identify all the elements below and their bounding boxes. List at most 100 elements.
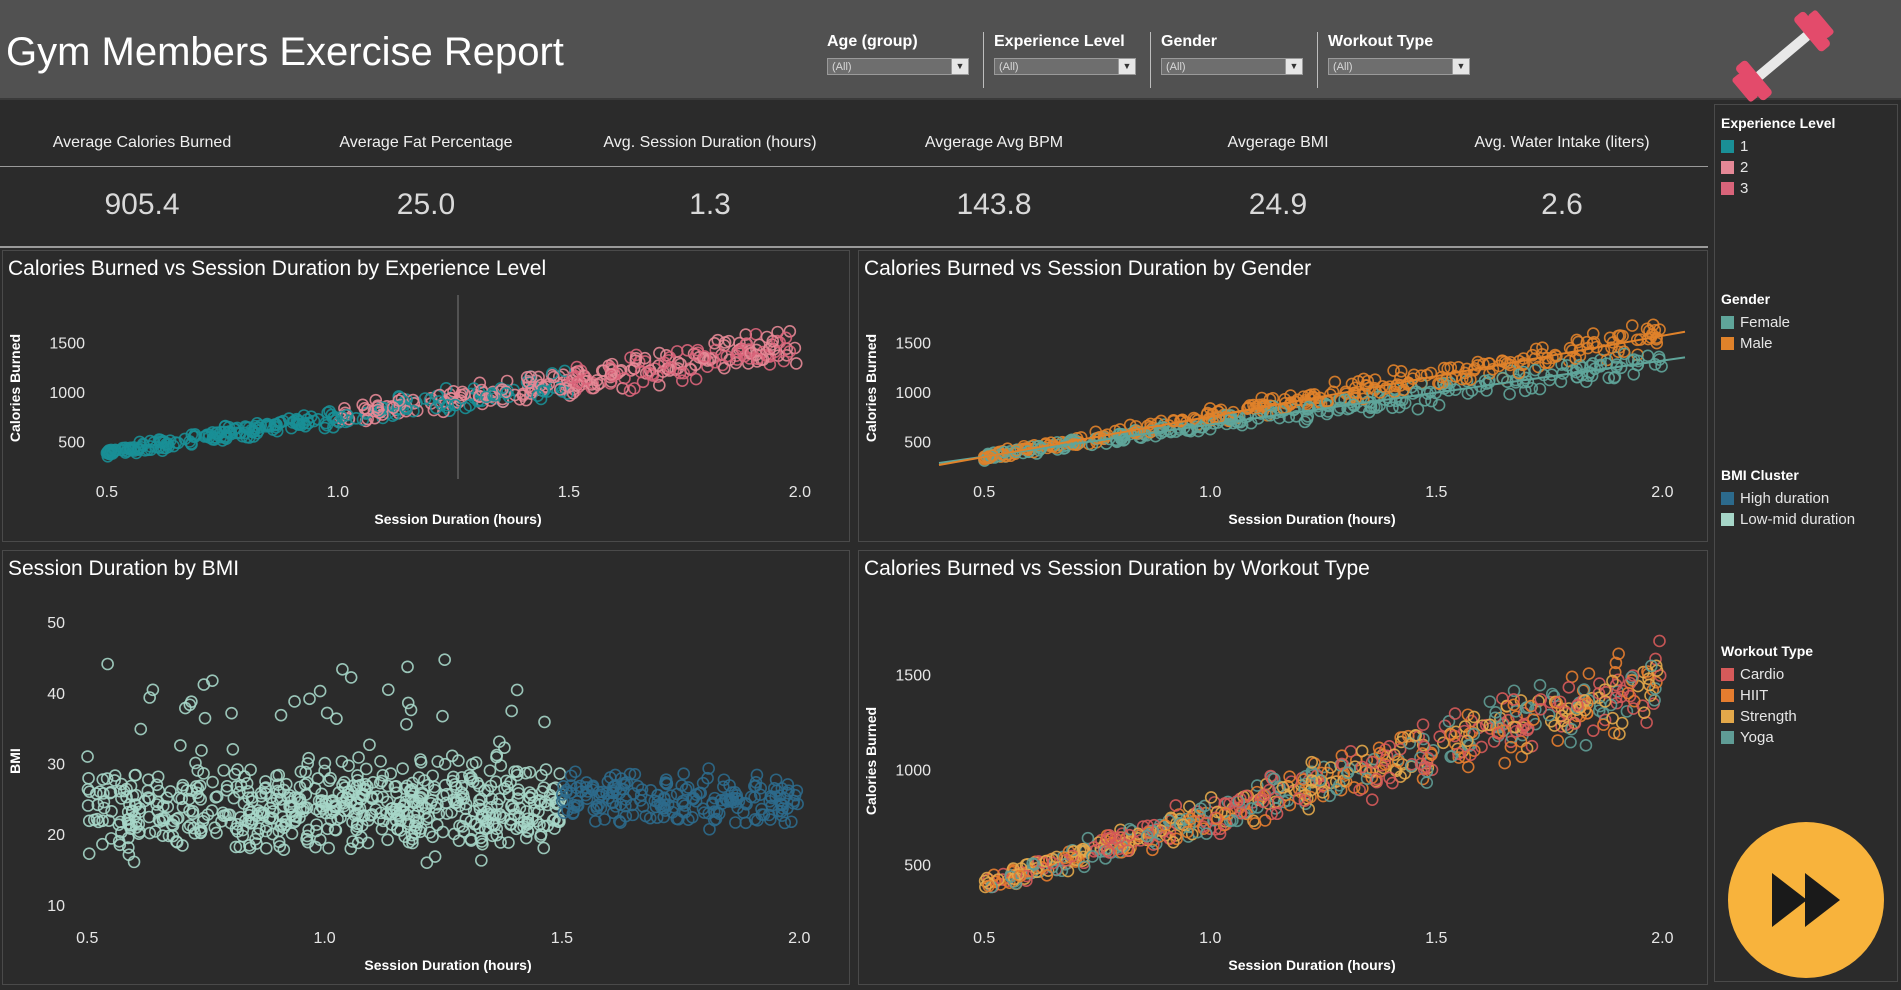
age-group-select[interactable]: (All) ▼ bbox=[827, 58, 969, 75]
data-point bbox=[751, 814, 764, 827]
legend-item[interactable]: Male bbox=[1721, 333, 1790, 354]
data-point bbox=[1579, 739, 1593, 752]
legend-label: 2 bbox=[1740, 159, 1749, 176]
data-point bbox=[295, 418, 309, 432]
workout-type-select[interactable]: (All) ▼ bbox=[1328, 58, 1470, 75]
trend-line bbox=[938, 330, 1686, 467]
data-point bbox=[519, 805, 533, 818]
caret-down-icon[interactable]: ▼ bbox=[951, 59, 968, 74]
gender-scatter-chart[interactable]: 0.5 1.0 1.5 2.0 500 1000 1500 Session Duration … bbox=[859, 251, 1709, 543]
data-point bbox=[1153, 422, 1167, 435]
legend-label: Low-mid duration bbox=[1740, 511, 1856, 528]
data-point bbox=[642, 366, 655, 379]
y-tick-label: 1500 bbox=[49, 336, 85, 353]
data-point bbox=[507, 802, 520, 816]
data-point bbox=[643, 811, 657, 825]
kpi-value: 905.4 bbox=[104, 188, 180, 221]
data-point bbox=[494, 836, 507, 849]
data-point bbox=[1533, 678, 1547, 692]
experience-scatter-chart[interactable]: 0.5 1.0 1.5 2.0 500 1000 1500 Session Duration … bbox=[3, 251, 851, 543]
legend-item[interactable]: Cardio bbox=[1721, 664, 1813, 685]
data-point bbox=[102, 814, 116, 828]
data-point bbox=[783, 325, 797, 338]
data-point bbox=[1394, 365, 1408, 378]
legend-item[interactable]: 1 bbox=[1721, 136, 1835, 157]
chart-title: Calories Burned vs Session Duration by W… bbox=[864, 557, 1370, 580]
data-point bbox=[1131, 827, 1145, 841]
data-point bbox=[1234, 806, 1248, 820]
data-point bbox=[1020, 869, 1033, 883]
data-point bbox=[279, 777, 293, 791]
data-point bbox=[681, 344, 694, 357]
caret-down-icon[interactable]: ▼ bbox=[1118, 59, 1135, 74]
fast-forward-icon[interactable] bbox=[1727, 821, 1885, 979]
bmi-scatter-chart[interactable]: 0.5 1.0 1.5 2.0 10 20 30 40 50 Session Duration (… bbox=[3, 551, 851, 986]
data-point bbox=[151, 804, 164, 818]
data-point bbox=[1529, 342, 1543, 356]
data-point bbox=[1360, 772, 1374, 786]
data-point bbox=[681, 781, 695, 794]
data-point bbox=[1461, 734, 1474, 748]
data-point bbox=[1516, 358, 1529, 372]
data-point bbox=[1004, 870, 1018, 884]
data-point bbox=[505, 704, 518, 718]
data-point bbox=[351, 774, 364, 787]
workout-scatter-chart[interactable]: 0.5 1.0 1.5 2.0 500 1000 1500 Session Duration … bbox=[859, 551, 1709, 986]
data-point bbox=[426, 830, 439, 844]
legend-item[interactable]: High duration bbox=[1721, 488, 1855, 509]
data-point bbox=[1418, 740, 1431, 754]
data-point bbox=[483, 764, 497, 777]
data-point bbox=[490, 748, 504, 762]
legend-item[interactable]: HIIT bbox=[1721, 685, 1813, 706]
data-point bbox=[87, 813, 101, 827]
data-point bbox=[1483, 695, 1497, 708]
data-point bbox=[1621, 686, 1635, 700]
legend-item[interactable]: 2 bbox=[1721, 157, 1835, 178]
caret-down-icon[interactable]: ▼ bbox=[1452, 59, 1469, 74]
data-point bbox=[548, 822, 561, 835]
data-point bbox=[1620, 705, 1634, 718]
data-point bbox=[516, 389, 530, 402]
legend-item[interactable]: Low-mid duration bbox=[1721, 509, 1855, 530]
data-point bbox=[1403, 736, 1416, 750]
data-point bbox=[1586, 724, 1600, 737]
filter-label: Experience Level bbox=[994, 33, 1125, 50]
data-point bbox=[1437, 377, 1450, 391]
data-point bbox=[777, 354, 791, 368]
x-tick-label: 2.0 bbox=[788, 930, 810, 947]
caret-down-icon[interactable]: ▼ bbox=[1285, 59, 1302, 74]
data-point bbox=[592, 798, 605, 812]
data-point bbox=[1409, 729, 1422, 742]
data-point bbox=[128, 769, 142, 782]
legend-label: Yoga bbox=[1740, 729, 1774, 746]
chart-panel-gender: 0.5 1.0 1.5 2.0 500 1000 1500 Session Duration … bbox=[858, 250, 1708, 542]
data-point bbox=[1444, 750, 1458, 763]
data-point bbox=[738, 349, 752, 363]
data-point bbox=[513, 801, 527, 815]
data-point bbox=[589, 814, 602, 828]
data-point bbox=[391, 822, 404, 836]
legend-label: Male bbox=[1740, 335, 1773, 352]
data-point bbox=[553, 767, 567, 780]
data-point bbox=[1432, 398, 1446, 412]
legend-item[interactable]: Female bbox=[1721, 312, 1790, 333]
filter-gender: Gender (All) ▼ bbox=[1161, 33, 1321, 75]
gender-select[interactable]: (All) ▼ bbox=[1161, 58, 1303, 75]
legend-item[interactable]: Strength bbox=[1721, 706, 1813, 727]
data-point bbox=[689, 788, 703, 801]
y-axis-title: Calories Burned bbox=[863, 707, 879, 815]
data-point bbox=[666, 805, 679, 819]
data-point bbox=[285, 801, 298, 814]
data-point bbox=[564, 769, 578, 783]
data-point bbox=[1305, 774, 1319, 787]
data-point bbox=[428, 783, 442, 797]
legend-item[interactable]: 3 bbox=[1721, 178, 1835, 199]
data-point bbox=[178, 432, 192, 446]
legend-item[interactable]: Yoga bbox=[1721, 727, 1813, 748]
data-point bbox=[448, 398, 462, 412]
data-point bbox=[533, 818, 546, 831]
data-point bbox=[1058, 851, 1072, 865]
experience-level-select[interactable]: (All) ▼ bbox=[994, 58, 1136, 75]
data-point bbox=[255, 790, 268, 803]
data-point bbox=[557, 806, 571, 819]
